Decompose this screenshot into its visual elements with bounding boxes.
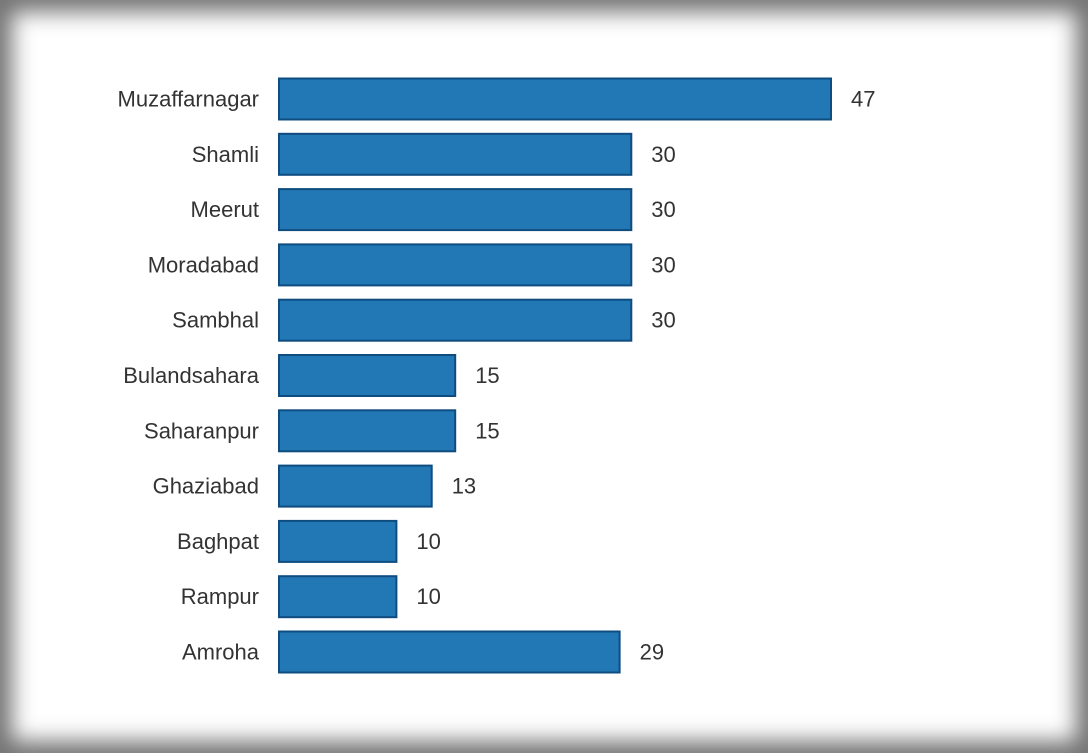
- bar-meerut: [278, 188, 633, 232]
- bar-bulandsahara: [278, 354, 457, 397]
- bar-baghpat: [278, 519, 398, 563]
- bar-amroha: [278, 630, 621, 674]
- value-label: 30: [651, 252, 675, 277]
- value-label: 29: [640, 640, 664, 665]
- category-label: Bulandsahara: [123, 363, 260, 388]
- bar-sambhal: [278, 298, 633, 342]
- value-labels: 47 30 30 30 30 15 15 13 10 10 29: [416, 87, 875, 665]
- category-label: Amroha: [182, 640, 260, 665]
- category-label: Meerut: [191, 197, 259, 222]
- bar-shamli: [278, 132, 633, 176]
- value-label: 13: [452, 474, 476, 499]
- bars-layer: [278, 77, 832, 674]
- bar-saharanpur: [278, 409, 457, 453]
- category-label: Muzaffarnagar: [118, 87, 259, 112]
- value-label: 10: [416, 584, 440, 609]
- category-labels: Muzaffarnagar Shamli Meerut Moradabad Sambha…: [118, 87, 260, 665]
- bar-ghaziabad: [278, 464, 433, 508]
- value-label: 30: [651, 197, 675, 222]
- category-label: Baghpat: [177, 529, 259, 554]
- bar-moradabad: [278, 243, 633, 287]
- category-label: Sambhal: [172, 308, 259, 333]
- value-label: 10: [416, 529, 440, 554]
- value-label: 30: [651, 308, 675, 333]
- category-label: Shamli: [192, 142, 259, 167]
- bar-rampur: [278, 575, 398, 619]
- category-label: Saharanpur: [144, 418, 259, 443]
- value-label: 15: [475, 418, 499, 443]
- category-label: Ghaziabad: [153, 474, 259, 499]
- category-label: Rampur: [181, 584, 259, 609]
- category-label: Moradabad: [148, 252, 259, 277]
- bar-muzaffarnagar: [278, 77, 832, 121]
- value-label: 47: [851, 87, 875, 112]
- value-label: 15: [475, 363, 499, 388]
- value-label: 30: [651, 142, 675, 167]
